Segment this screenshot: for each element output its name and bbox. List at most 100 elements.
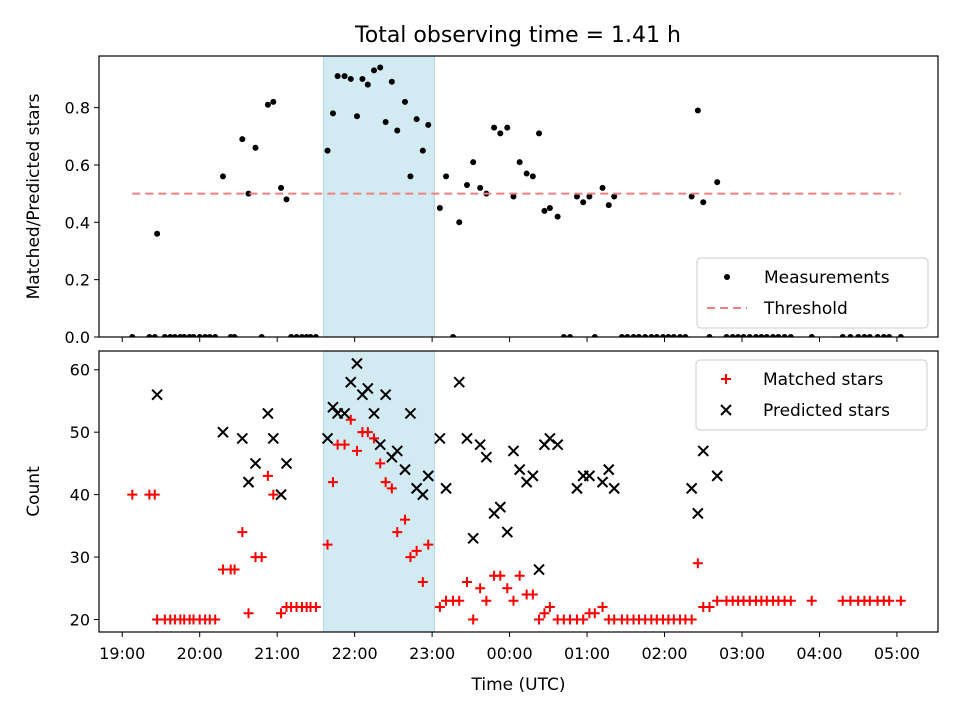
matched-star-point xyxy=(502,583,513,594)
y-axis-label: Count xyxy=(24,466,44,517)
measurement-point xyxy=(706,334,713,337)
measurement-point xyxy=(288,334,295,337)
measurement-point xyxy=(270,98,277,105)
measurement-point xyxy=(787,334,794,337)
measurement-point xyxy=(752,334,759,337)
predicted-star-point xyxy=(440,482,452,495)
measurement-point xyxy=(382,118,389,125)
y-tick-label: 0.8 xyxy=(65,99,90,118)
x-tick-label: 20:00 xyxy=(177,644,223,663)
matched-star-point xyxy=(785,595,796,606)
legend-box xyxy=(696,257,929,329)
predicted-star-point xyxy=(399,463,411,476)
matched-star-point xyxy=(686,614,697,625)
measurement-point xyxy=(341,73,348,80)
predicted-star-point xyxy=(374,438,386,451)
predicted-star-point xyxy=(533,563,545,576)
matched-star-point xyxy=(256,552,267,563)
measurement-point xyxy=(436,204,443,211)
measurement-point xyxy=(231,334,238,337)
measurement-point xyxy=(443,173,450,180)
matched-star-point xyxy=(351,445,362,456)
measurement-point xyxy=(470,159,477,166)
predicted-star-point xyxy=(685,482,698,495)
measurement-point xyxy=(388,78,395,85)
star-count-panel: 20 30 40 50 60 19:00 20:00 21:00 22:00 23:00 00:00… xyxy=(24,350,939,695)
predicted-star-point xyxy=(501,526,513,538)
predicted-star-point xyxy=(571,482,583,495)
legend-measurement-swatch xyxy=(724,274,730,280)
measurement-point xyxy=(425,121,432,128)
matched-star-point xyxy=(589,608,600,619)
predicted-star-point xyxy=(480,451,493,463)
matched-star-point xyxy=(539,608,550,619)
measurement-point xyxy=(491,124,498,131)
measurement-point xyxy=(546,204,553,211)
plot-area xyxy=(129,64,904,337)
matched-star-point xyxy=(527,589,538,600)
predicted-star-point xyxy=(338,407,351,420)
measurement-point xyxy=(181,334,188,337)
matched-star-point xyxy=(461,577,472,588)
measurement-point xyxy=(245,190,252,197)
legend-box xyxy=(695,359,928,431)
series-matched-stars xyxy=(127,414,906,625)
predicted-star-point xyxy=(242,476,255,488)
measurement-point xyxy=(580,199,587,206)
measurement-point xyxy=(402,98,409,105)
measurement-point xyxy=(642,334,649,337)
y-tick-label: 50 xyxy=(70,423,90,442)
predicted-star-point xyxy=(507,445,520,457)
matched-star-point xyxy=(276,608,287,619)
predicted-star-point xyxy=(362,382,374,395)
legend-matched-swatch xyxy=(721,374,731,384)
measurement-point xyxy=(347,75,354,82)
measurement-point xyxy=(874,334,881,337)
measurement-point xyxy=(252,144,259,151)
measurement-point xyxy=(775,334,782,337)
predicted-star-point xyxy=(461,432,473,445)
legend: Measurements Threshold xyxy=(696,257,929,329)
measurement-point xyxy=(510,193,517,200)
predicted-star-point xyxy=(422,470,434,482)
measurement-point xyxy=(635,334,642,337)
y-tick-label: 20 xyxy=(70,611,90,630)
predicted-star-point xyxy=(417,488,429,501)
predicted-star-point xyxy=(551,438,564,451)
matched-star-point xyxy=(423,539,434,550)
predicted-star-point xyxy=(527,470,539,482)
predicted-star-point xyxy=(151,389,163,401)
measurement-point xyxy=(359,75,366,82)
matched-star-point xyxy=(417,577,428,588)
measurement-point xyxy=(886,334,893,337)
measurement-point xyxy=(283,196,290,203)
measurement-point xyxy=(618,334,625,337)
measurement-point xyxy=(377,64,384,71)
measurement-point xyxy=(746,334,753,337)
measurement-point xyxy=(312,334,319,337)
predicted-star-point xyxy=(697,445,709,457)
measurement-point xyxy=(278,184,285,191)
measurement-point xyxy=(554,213,561,220)
matched-star-point xyxy=(310,602,321,613)
matched-star-point xyxy=(495,570,506,581)
measurement-point xyxy=(541,207,548,214)
predicted-star-point xyxy=(494,501,507,513)
measurement-point xyxy=(855,334,862,337)
measurement-point xyxy=(897,334,904,337)
predicted-star-point xyxy=(275,488,287,501)
measurement-point xyxy=(611,193,618,200)
measurement-point xyxy=(394,127,401,134)
matched-star-point xyxy=(149,489,160,500)
matched-star-point xyxy=(411,545,422,556)
measurement-point xyxy=(202,334,209,337)
predicted-star-point xyxy=(351,357,363,370)
measurement-point xyxy=(523,170,530,177)
measurement-point xyxy=(573,193,580,200)
legend-label: Matched stars xyxy=(763,370,883,390)
measurement-point xyxy=(516,159,523,166)
axes-frame xyxy=(98,350,939,633)
measurement-point xyxy=(677,334,684,337)
matched-star-point xyxy=(375,458,386,469)
y-tick-label: 0.4 xyxy=(65,213,90,232)
